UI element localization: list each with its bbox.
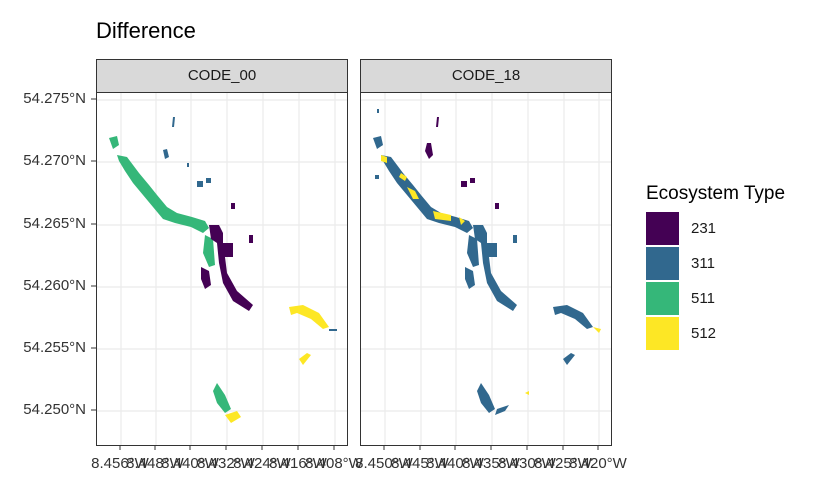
- y-tick-label: 54.270°N: [23, 152, 86, 169]
- map-area[interactable]: [360, 92, 612, 446]
- panel-strip-label: CODE_18: [360, 59, 612, 93]
- legend-swatch: [646, 282, 679, 315]
- x-tick-label: 8.456°W: [91, 455, 150, 472]
- x-tick-label: 8.435°W: [462, 455, 521, 472]
- x-tick-label: 8.440°W: [426, 455, 485, 472]
- x-tick-label: 8.408°W: [305, 455, 364, 472]
- x-tick-label: 8.424°W: [233, 455, 292, 472]
- map-area[interactable]: [96, 92, 348, 446]
- x-tick-label: 8.432°W: [197, 455, 256, 472]
- x-tick-label: 8.450°W: [355, 455, 414, 472]
- legend-item: 311: [646, 246, 785, 281]
- legend-swatch: [646, 212, 679, 245]
- x-tick-label: 8.440°W: [161, 455, 220, 472]
- legend-label: 512: [691, 325, 717, 342]
- panel-code-00: CODE_00: [96, 59, 348, 446]
- legend-swatch: [646, 317, 679, 350]
- legend-label: 311: [691, 255, 715, 272]
- x-tick-label: 8.430°W: [498, 455, 557, 472]
- legend: Ecosystem Type 231 311 511 512: [646, 183, 785, 351]
- y-tick-label: 54.260°N: [23, 277, 86, 294]
- map-title: Difference: [96, 18, 196, 43]
- legend-label: 231: [691, 220, 717, 237]
- legend-label: 511: [691, 290, 715, 307]
- panel-code-18: CODE_18: [360, 59, 612, 446]
- x-tick-label: 8.445°W: [391, 455, 450, 472]
- y-tick-label: 54.275°N: [23, 90, 86, 107]
- x-tick-label: 8.448°W: [126, 455, 185, 472]
- y-tick-label: 54.250°N: [23, 401, 86, 418]
- legend-item: 512: [646, 316, 785, 351]
- y-tick-label: 54.255°N: [23, 339, 86, 356]
- panel-strip-label: CODE_00: [96, 59, 348, 93]
- y-tick-label: 54.265°N: [23, 215, 86, 232]
- x-tick-label: 8.420°W: [569, 455, 628, 472]
- legend-item: 231: [646, 211, 785, 246]
- legend-swatch: [646, 247, 679, 280]
- legend-title: Ecosystem Type: [646, 183, 786, 204]
- legend-item: 511: [646, 281, 785, 316]
- x-tick-label: 8.425°W: [534, 455, 593, 472]
- x-tick-label: 8.416°W: [269, 455, 328, 472]
